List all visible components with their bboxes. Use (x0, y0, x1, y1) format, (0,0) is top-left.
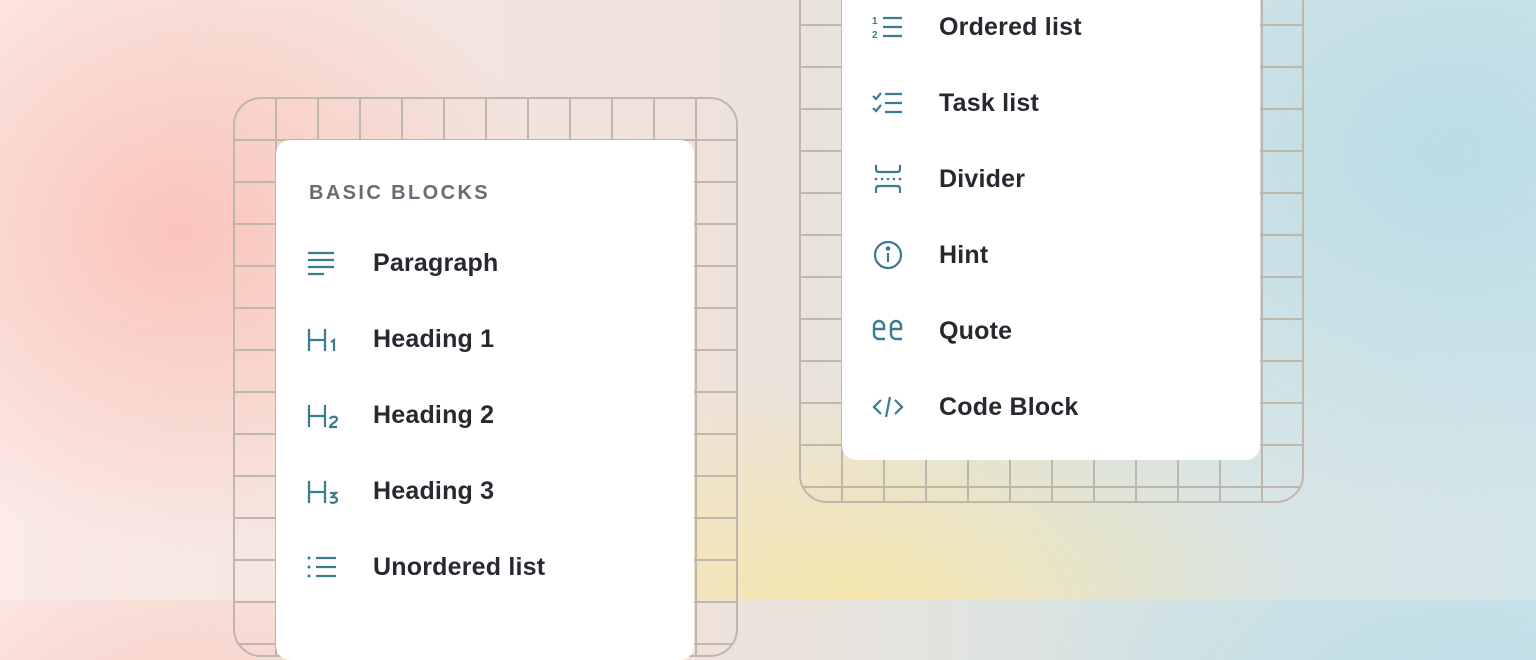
heading-3-icon (306, 475, 342, 507)
info-icon (872, 239, 908, 271)
svg-text:2: 2 (872, 30, 878, 41)
heading-2-icon (306, 399, 342, 431)
svg-text:1: 1 (872, 16, 878, 27)
code-icon (872, 391, 908, 423)
quote-icon (872, 315, 908, 347)
block-menu-basic: BASIC BLOCKS Paragraph Heading 1 Heading… (276, 140, 694, 660)
unordered-list-icon (306, 551, 342, 583)
menu-item-heading-1[interactable]: Heading 1 (306, 319, 494, 359)
divider-icon (872, 163, 908, 195)
menu-item-paragraph[interactable]: Paragraph (306, 243, 498, 283)
section-title: BASIC BLOCKS (309, 182, 491, 204)
paragraph-icon (306, 247, 342, 279)
menu-item-quote[interactable]: Quote (872, 311, 1012, 351)
menu-item-code-block[interactable]: Code Block (872, 387, 1079, 427)
menu-item-unordered-list[interactable]: Unordered list (306, 547, 545, 587)
menu-item-divider[interactable]: Divider (872, 159, 1025, 199)
menu-item-hint[interactable]: Hint (872, 235, 988, 275)
menu-item-heading-3[interactable]: Heading 3 (306, 471, 494, 511)
heading-1-icon (306, 323, 342, 355)
menu-item-task-list[interactable]: Task list (872, 83, 1039, 123)
menu-item-heading-2[interactable]: Heading 2 (306, 395, 494, 435)
task-list-icon (872, 87, 908, 119)
